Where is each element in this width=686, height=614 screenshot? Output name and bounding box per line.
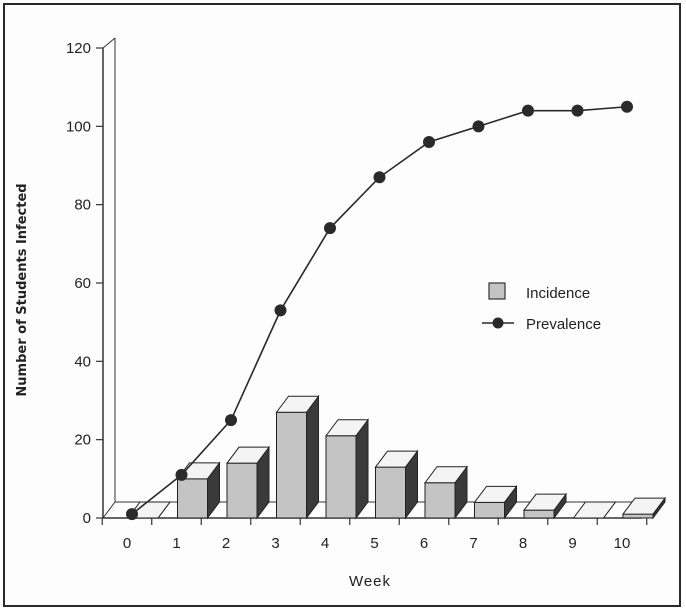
prevalence-marker [423,136,435,148]
incidence-bar-side [306,394,319,520]
x-tick-label: 1 [172,535,180,552]
x-axis-ticks: 0 1 2 3 4 5 6 7 8 9 10 [101,518,648,552]
incidence-bar-top [523,493,567,511]
incidence-bar-top [325,419,369,437]
incidence-bar [275,394,320,520]
incidence-bar-front [523,509,555,519]
incidence-bar-front [177,478,208,519]
x-tick-label: 8 [519,535,527,552]
x-tick-label: 4 [321,535,329,552]
legend-incidence-swatch [488,282,506,300]
prevalence-marker [621,100,633,113]
x-tick-label: 7 [469,535,477,552]
prevalence-marker [522,104,534,117]
y-tick-label: 100 [66,118,91,135]
incidence-bar [176,461,221,520]
prevalence-marker [225,414,237,427]
incidence-bar-top [473,485,518,503]
x-tick-label: 0 [123,535,131,552]
prevalence-marker [472,120,485,133]
x-tick-label: 2 [222,535,230,552]
x-tick-label: 3 [271,535,279,552]
x-tick-label: 10 [614,535,631,552]
prevalence-series [126,100,633,521]
prevalence-marker [571,104,584,117]
y-tick-label: 20 [74,432,91,449]
prevalence-marker [175,468,188,481]
legend-prevalence-marker [492,317,504,329]
incidence-bar-top [424,466,468,484]
incidence-bar [523,492,567,520]
y-tick-label: 120 [66,40,91,57]
incidence-bar [374,449,419,520]
prevalence-marker [373,171,386,184]
incidence-bar-top [275,395,320,413]
incidence-bar [226,445,270,520]
back-wall-top-left [102,37,116,49]
y-axis-ticks: 0 20 40 60 80 100 120 [66,40,103,527]
incidence-bar-top [226,446,270,464]
prevalence-marker [324,222,336,235]
incidence-bar-top [374,450,419,468]
x-axis-label: Week [349,573,391,590]
incidence-bar-front [622,513,654,519]
incidence-bar-top [621,497,667,515]
y-tick-label: 40 [74,353,91,370]
incidence-bar-front [375,466,406,519]
incidence-bar-front [474,501,505,519]
prevalence-line [131,105,628,515]
y-tick-label: 80 [74,197,91,214]
incidence-bar-front [424,482,456,519]
incidence-bar [325,418,369,520]
x-tick-label: 5 [370,535,378,552]
incidence-bar [572,501,617,519]
x-tick-label: 6 [420,535,428,552]
x-tick-label: 9 [568,535,576,552]
incidence-bars [127,394,667,520]
prevalence-marker [274,304,287,317]
incidence-bar-side [355,418,369,520]
y-tick-label: 0 [83,510,91,527]
floor-left-edge [102,501,116,519]
legend-prevalence-label: Prevalence [526,316,601,333]
y-axis-label: Number of Students Infected [15,183,30,396]
legend-incidence-label: Incidence [526,285,590,302]
incidence-bar [127,501,171,519]
incidence-bar-front [325,435,357,519]
y-tick-label: 60 [74,275,91,292]
legend: Incidence Prevalence [482,282,601,333]
prevalence-marker [126,508,138,521]
incidence-bar-front [226,462,258,519]
incidence-bar [424,465,468,520]
incidence-bar-front [276,411,307,519]
incidence-bar-top [572,501,617,519]
incidence-bar [473,484,518,520]
incidence-bar [621,496,667,520]
incidence-bar-top [127,501,171,519]
